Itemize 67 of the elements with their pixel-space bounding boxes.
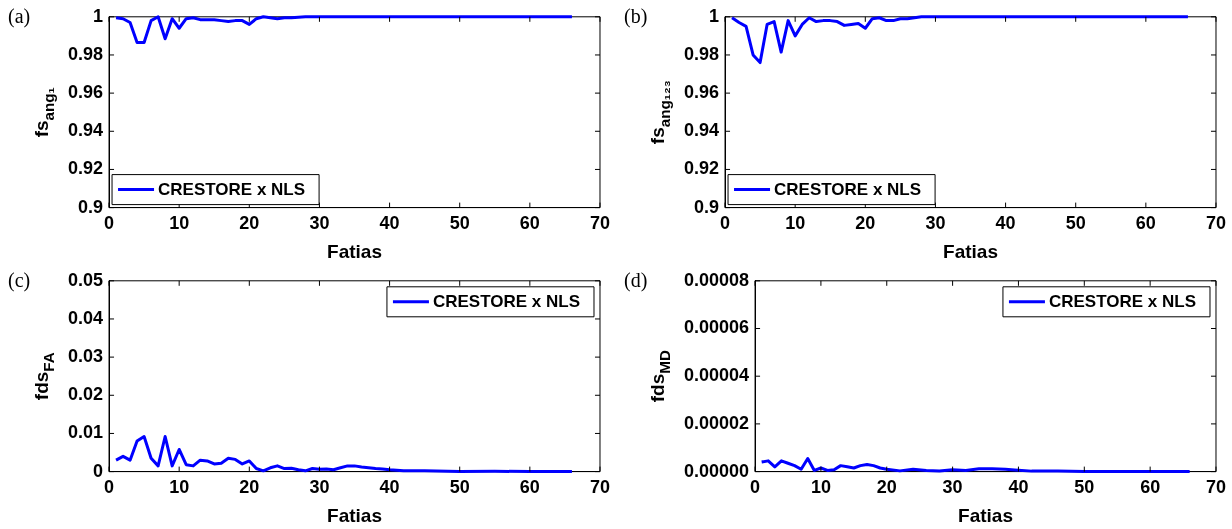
x-tick-label: 40 bbox=[995, 213, 1016, 234]
y-tick-label: 0.00002 bbox=[683, 412, 750, 433]
y-tick-label: 1 bbox=[709, 5, 720, 26]
y-tick-label: 0.98 bbox=[683, 43, 720, 64]
x-tick-label: 10 bbox=[169, 477, 190, 498]
x-axis-title: Fatias bbox=[327, 240, 382, 262]
x-tick-label: 30 bbox=[942, 477, 963, 498]
y-tick-label: 0.00008 bbox=[683, 269, 750, 290]
y-tick-label: 0.92 bbox=[67, 158, 104, 179]
legend-label: CRESTORE x NLS bbox=[774, 180, 922, 200]
x-axis-title: Fatias bbox=[327, 504, 382, 526]
x-axis-title: Fatias bbox=[958, 504, 1013, 526]
x-tick-label: 70 bbox=[1205, 213, 1226, 234]
y-axis-title: fdsMD bbox=[647, 350, 673, 403]
y-tick-label: 0.03 bbox=[67, 346, 104, 367]
y-tick-label: 1 bbox=[93, 5, 104, 26]
x-tick-label: 40 bbox=[1008, 477, 1029, 498]
x-tick-label: 50 bbox=[449, 477, 470, 498]
y-tick-label: 0.96 bbox=[683, 82, 720, 103]
x-tick-label: 30 bbox=[309, 213, 330, 234]
x-tick-label: 40 bbox=[379, 477, 400, 498]
x-tick-label: 50 bbox=[1074, 477, 1095, 498]
text: (b) bbox=[624, 5, 648, 29]
x-tick-label: 60 bbox=[519, 477, 540, 498]
y-tick-label: 0.00006 bbox=[683, 317, 750, 338]
y-tick-label: 0.96 bbox=[67, 82, 104, 103]
y-axis-title: fsang₁ bbox=[31, 87, 57, 138]
y-tick-label: 0.94 bbox=[67, 120, 104, 141]
y-tick-label: 0.92 bbox=[683, 158, 720, 179]
y-tick-label: 0.00000 bbox=[683, 460, 750, 481]
x-tick-label: 60 bbox=[1140, 477, 1161, 498]
y-tick-label: 0 bbox=[93, 460, 104, 481]
x-axis-title: Fatias bbox=[943, 240, 998, 262]
x-tick-label: 50 bbox=[449, 213, 470, 234]
x-tick-label: 60 bbox=[1135, 213, 1156, 234]
y-tick-label: 0.94 bbox=[683, 120, 720, 141]
x-tick-label: 20 bbox=[876, 477, 897, 498]
x-tick-label: 20 bbox=[239, 477, 260, 498]
legend-label: CRESTORE x NLS bbox=[158, 180, 306, 200]
y-tick-label: 0.04 bbox=[67, 307, 104, 328]
x-tick-label: 20 bbox=[239, 213, 260, 234]
x-tick-label: 40 bbox=[379, 213, 400, 234]
y-tick-label: 0.02 bbox=[67, 384, 104, 405]
text: (c) bbox=[8, 269, 31, 293]
y-tick-label: 0.9 bbox=[694, 196, 720, 217]
y-tick-label: 0.98 bbox=[67, 43, 104, 64]
y-tick-label: 0.05 bbox=[67, 269, 104, 290]
x-tick-label: 10 bbox=[169, 213, 190, 234]
x-tick-label: 60 bbox=[519, 213, 540, 234]
x-tick-label: 70 bbox=[1205, 477, 1226, 498]
text: (a) bbox=[8, 5, 31, 29]
y-tick-label: 0.9 bbox=[78, 196, 104, 217]
y-tick-label: 0.01 bbox=[67, 422, 104, 443]
x-tick-label: 30 bbox=[309, 477, 330, 498]
x-tick-label: 70 bbox=[589, 213, 610, 234]
x-tick-label: 70 bbox=[589, 477, 610, 498]
y-axis-title: fdsFA bbox=[31, 352, 57, 401]
x-tick-label: 10 bbox=[810, 477, 831, 498]
y-axis-title: fsang₁₂₃ bbox=[647, 80, 673, 145]
text: (d) bbox=[624, 269, 648, 293]
y-tick-label: 0.00004 bbox=[683, 365, 750, 386]
legend-label: CRESTORE x NLS bbox=[1048, 292, 1196, 312]
x-tick-label: 50 bbox=[1065, 213, 1086, 234]
x-tick-label: 30 bbox=[925, 213, 946, 234]
x-tick-label: 20 bbox=[855, 213, 876, 234]
legend-label: CRESTORE x NLS bbox=[432, 292, 580, 312]
x-tick-label: 10 bbox=[785, 213, 806, 234]
